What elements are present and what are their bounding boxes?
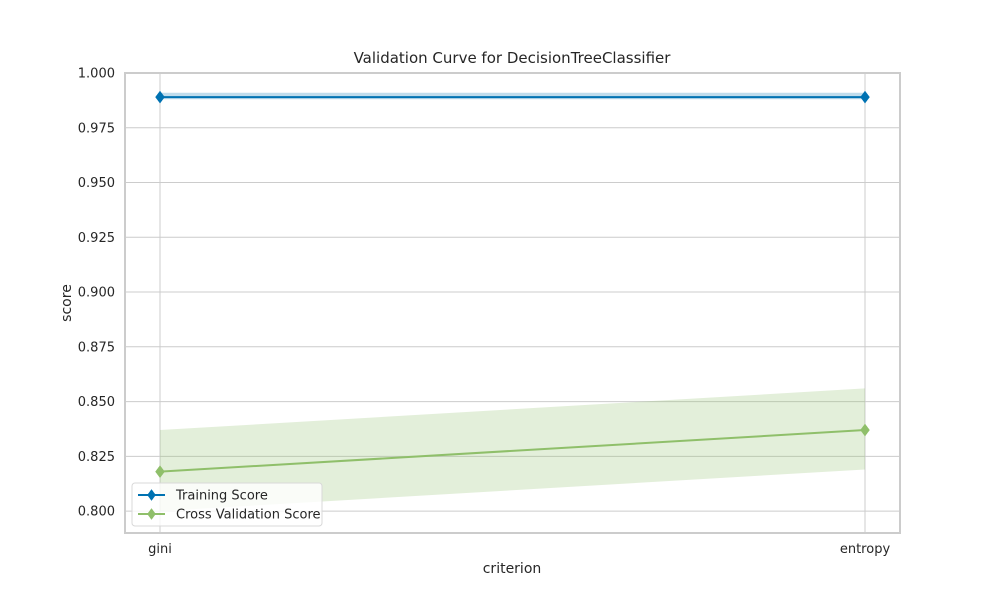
cross-validation-score-marker [155,465,165,479]
x-axis-ticks: gini entropy [148,542,890,557]
x-tick-label: gini [148,542,172,557]
legend-training-score-marker [147,489,156,501]
legend-cross-validation-score-label: Cross Validation Score [176,508,321,523]
cross-validation-score-band [160,388,865,512]
y-tick-label: 0.950 [78,176,115,191]
cross-validation-score-marker [860,423,870,437]
legend-cross-validation-score-marker [147,508,156,520]
legend-box [131,482,323,527]
y-tick-label: 1.000 [78,67,115,82]
training-score-marker [860,90,870,104]
y-tick-label: 0.875 [78,340,115,355]
series-markers [155,90,870,479]
legend-training-score-label: Training Score [175,489,268,504]
y-tick-label: 0.825 [78,450,115,465]
series-lines [159,96,866,473]
legend: Training Score Cross Validation Score [131,482,323,527]
x-axis-title: criterion [483,561,542,577]
plot-frame [124,72,901,534]
x-tick-label: entropy [840,542,891,557]
y-axis-title: score [59,284,75,322]
y-axis-ticks: 0.800 0.825 0.850 0.875 0.900 0.925 0.950 0.975… [78,67,115,520]
chart-title: Validation Curve for DecisionTreeClassif… [354,49,672,67]
cross-validation-score-line [159,429,866,473]
y-tick-label: 0.900 [78,286,115,301]
y-tick-label: 0.975 [78,121,115,136]
y-tick-label: 0.800 [78,505,115,520]
training-score-band [160,92,865,100]
training-score-marker [155,90,165,104]
y-tick-label: 0.925 [78,231,115,246]
y-tick-label: 0.850 [78,395,115,410]
